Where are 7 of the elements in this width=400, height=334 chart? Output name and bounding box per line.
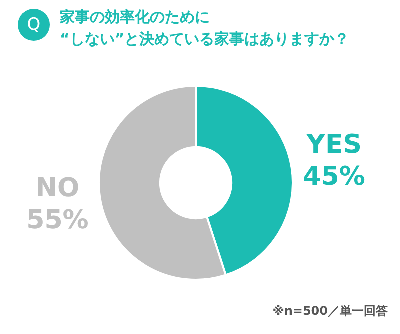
data-label: 55% [26,206,89,236]
text: ※n=500／単一回答 [272,303,388,320]
question-badge-icon: Q [18,9,50,41]
chart-title: 家事の効率化のために “しない”と決めている家事はありますか？ [60,7,350,50]
slice-label: NO [36,174,80,204]
data-label: 45% [303,162,366,192]
slice-label: YES [306,130,362,160]
